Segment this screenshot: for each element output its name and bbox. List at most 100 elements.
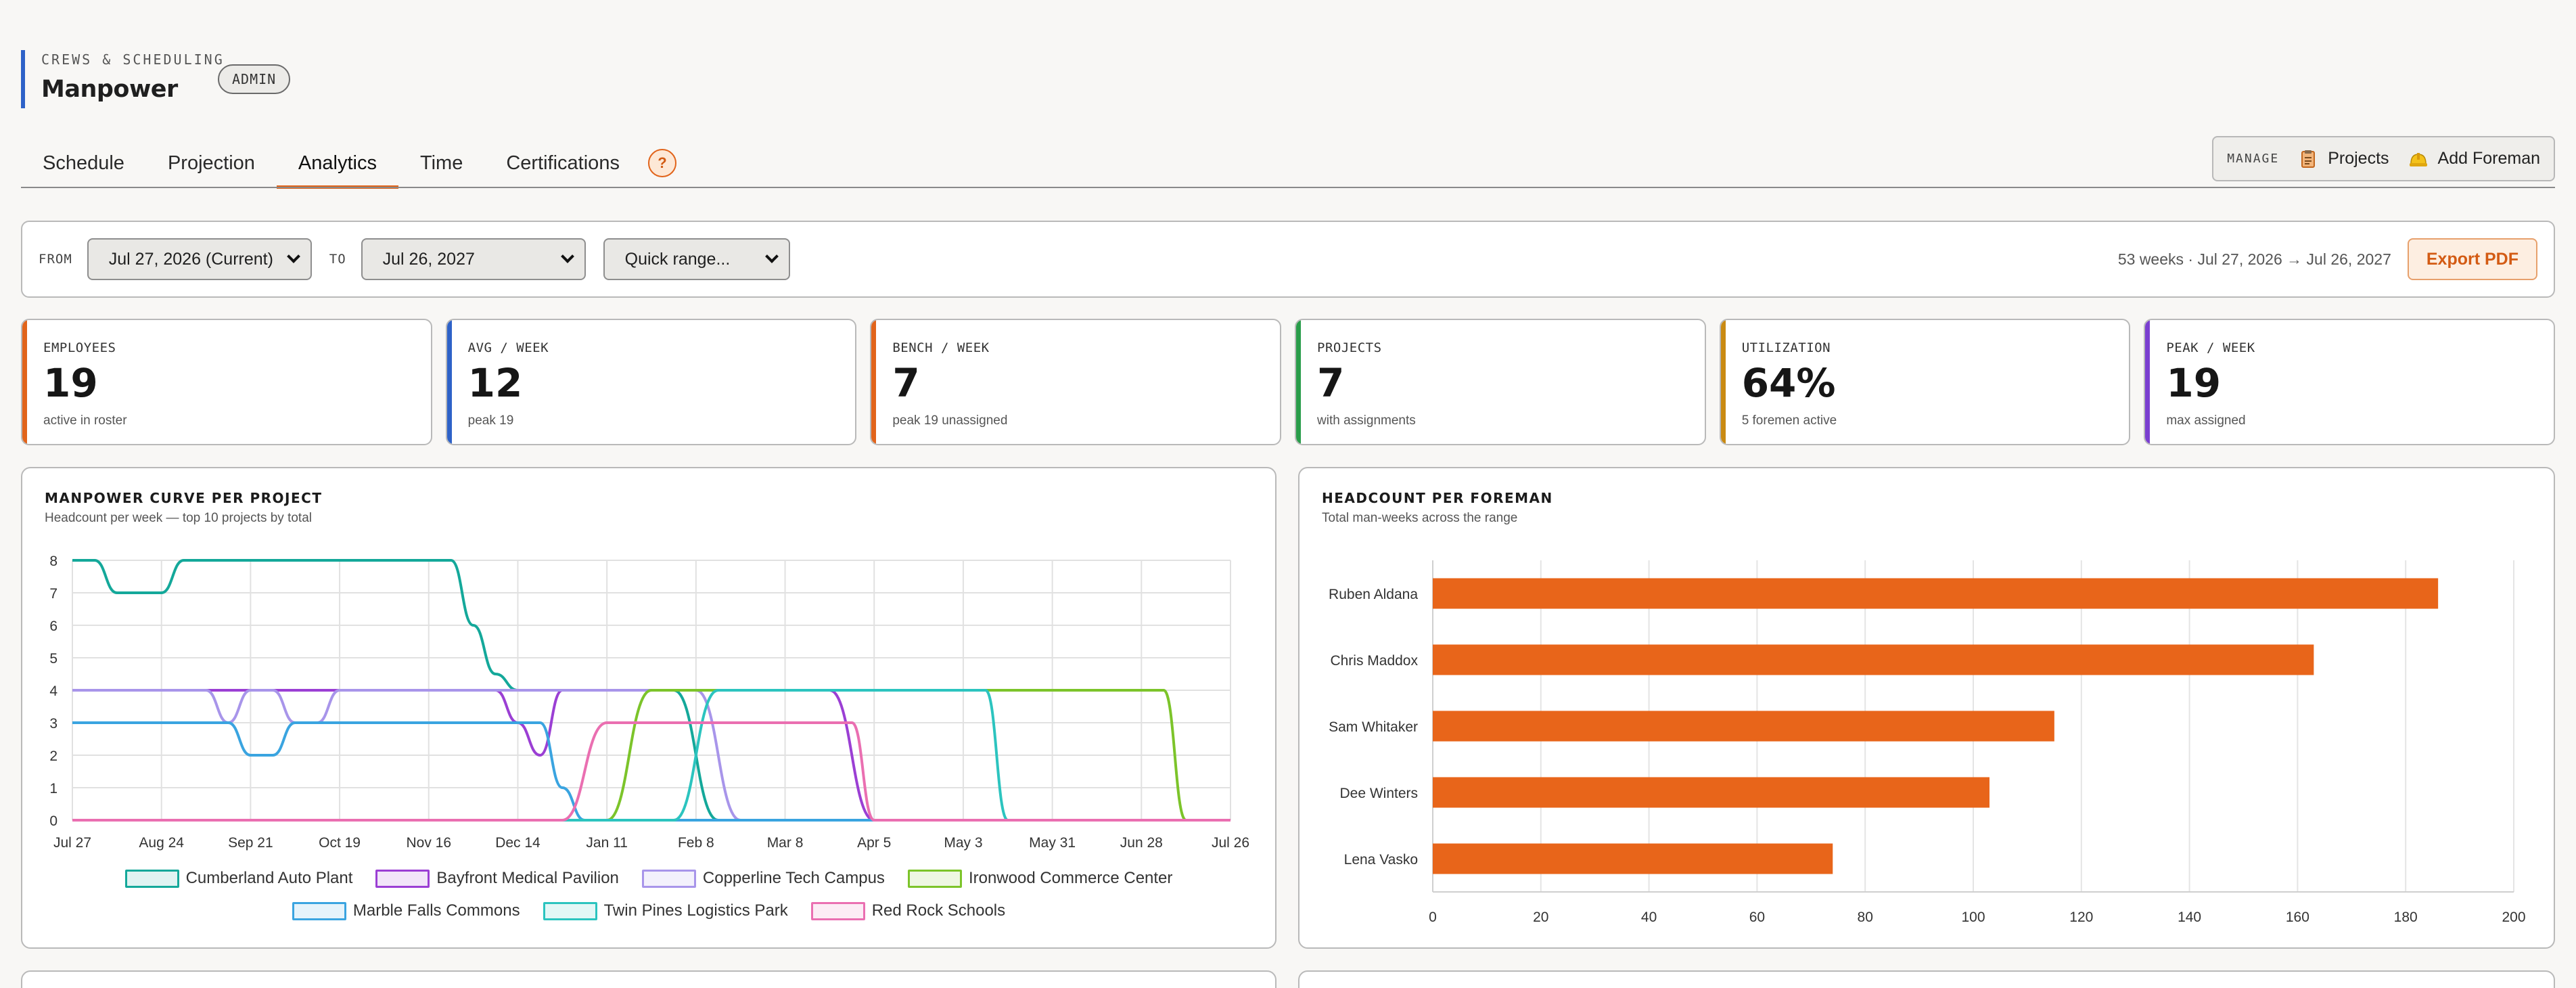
x-tick-label: Apr 5 — [857, 835, 891, 851]
legend-item[interactable]: Marble Falls Commons — [292, 901, 520, 920]
y-tick-label: 2 — [49, 748, 58, 764]
legend-label: Twin Pines Logistics Park — [603, 901, 788, 920]
projects-button[interactable]: Projects — [2298, 149, 2389, 169]
bar — [1433, 711, 2054, 742]
kpi-value: 7 — [892, 360, 920, 406]
page-title: Manpower — [41, 76, 178, 103]
help-button[interactable]: ? — [647, 149, 676, 177]
legend-item[interactable]: Ironwood Commerce Center — [907, 869, 1172, 888]
from-label: FROM — [39, 252, 72, 267]
kpi-card-peak-week: PEAK / WEEK 19 max assigned — [2144, 319, 2556, 445]
export-pdf-button[interactable]: Export PDF — [2407, 238, 2537, 280]
x-tick-label: Mar 8 — [767, 835, 804, 851]
from-date-select[interactable]: Jul 27, 2026 (Current) — [87, 238, 312, 280]
legend-item[interactable]: Red Rock Schools — [810, 901, 1005, 920]
chart-title: MANPOWER CURVE PER PROJECT — [45, 490, 323, 506]
to-date-select[interactable]: Jul 26, 2027 — [361, 238, 586, 280]
kpi-accent-bar — [1720, 320, 1726, 444]
x-tick-label: Feb 8 — [678, 835, 714, 851]
x-tick-label: Jan 11 — [586, 835, 628, 851]
y-tick-label: 0 — [49, 813, 58, 829]
kpi-caption: peak 19 unassigned — [892, 413, 1008, 428]
kpi-row: EMPLOYEES 19 active in roster AVG / WEEK… — [21, 319, 2556, 445]
x-tick-label: Jun 28 — [1120, 835, 1163, 851]
x-tick-label: 60 — [1749, 910, 1765, 925]
x-tick-label: Sep 21 — [228, 835, 273, 851]
legend-swatch — [124, 869, 179, 888]
quick-range-value: Quick range... — [624, 249, 731, 269]
headcount-foreman-panel: HEADCOUNT PER FOREMAN Total man-weeks ac… — [1298, 467, 2555, 949]
add-foreman-button[interactable]: Add Foreman — [2408, 149, 2540, 169]
tab-analytics[interactable]: Analytics — [276, 138, 399, 189]
y-tick-label: 5 — [49, 651, 58, 667]
x-tick-label: 120 — [2069, 910, 2093, 925]
kpi-caption: with assignments — [1317, 413, 1416, 428]
tab-projection[interactable]: Projection — [167, 152, 255, 174]
kpi-label: AVG / WEEK — [467, 340, 549, 355]
legend-item[interactable]: Twin Pines Logistics Park — [543, 901, 788, 920]
legend-swatch — [810, 901, 865, 920]
kpi-caption: max assigned — [2166, 413, 2246, 428]
series-line — [72, 721, 1230, 822]
legend-item[interactable]: Cumberland Auto Plant — [124, 869, 352, 888]
bottom-left-panel — [21, 970, 1276, 988]
kpi-value: 64% — [1741, 360, 1836, 406]
x-tick-label: 0 — [1429, 910, 1437, 925]
kpi-card-employees: EMPLOYEES 19 active in roster — [21, 319, 432, 445]
y-tick-label: 1 — [49, 781, 58, 796]
from-date-value: Jul 27, 2026 (Current) — [108, 249, 273, 269]
legend-item[interactable]: Bayfront Medical Pavilion — [375, 869, 619, 888]
kpi-accent-bar — [1296, 320, 1302, 444]
x-tick-label: 180 — [2394, 910, 2418, 925]
legend-swatch — [543, 901, 597, 920]
chart-legend: Cumberland Auto Plant Bayfront Medical Pa… — [22, 869, 1275, 920]
kpi-accent-bar — [446, 320, 452, 444]
kpi-label: EMPLOYEES — [43, 340, 116, 355]
bar — [1433, 777, 1990, 808]
hard-hat-icon — [2408, 149, 2429, 169]
kpi-card-bench-week: BENCH / WEEK 7 peak 19 unassigned — [870, 319, 1282, 445]
manpower-curve-panel: MANPOWER CURVE PER PROJECT Headcount per… — [21, 467, 1276, 949]
legend-item[interactable]: Copperline Tech Campus — [641, 869, 885, 888]
category-label: Lena Vasko — [1344, 852, 1418, 868]
x-tick-label: Nov 16 — [406, 835, 451, 851]
tab-certifications[interactable]: Certifications — [506, 152, 620, 174]
kpi-label: PROJECTS — [1317, 340, 1382, 355]
x-tick-label: Jul 26 — [1212, 835, 1249, 851]
chevron-down-icon — [764, 250, 779, 263]
range-summary: 53 weeks · Jul 27, 2026 → Jul 26, 2027 — [2117, 250, 2391, 268]
x-tick-label: May 3 — [944, 835, 982, 851]
x-tick-label: 200 — [2502, 910, 2525, 925]
category-label: Sam Whitaker — [1329, 719, 1418, 735]
bar — [1433, 843, 1833, 874]
kpi-value: 19 — [43, 360, 98, 406]
filter-bar: FROM Jul 27, 2026 (Current) TO Jul 26, 2… — [21, 221, 2555, 298]
tab-schedule[interactable]: Schedule — [43, 152, 124, 174]
bottom-right-panel — [1298, 970, 2555, 988]
chart-subtitle: Headcount per week — top 10 projects by … — [45, 511, 313, 525]
tab-time[interactable]: Time — [419, 152, 463, 174]
manage-label: MANAGE — [2227, 152, 2280, 166]
series-line — [72, 721, 1230, 822]
kpi-card-projects: PROJECTS 7 with assignments — [1295, 319, 1706, 445]
x-tick-label: Jul 27 — [53, 835, 91, 851]
x-tick-label: May 31 — [1029, 835, 1076, 851]
legend-swatch — [641, 869, 696, 888]
kpi-card-avg-week: AVG / WEEK 12 peak 19 — [445, 319, 857, 445]
quick-range-select[interactable]: Quick range... — [603, 238, 790, 280]
legend-swatch — [375, 869, 430, 888]
category-label: Chris Maddox — [1330, 653, 1418, 669]
chevron-down-icon — [286, 250, 300, 263]
kpi-accent-bar — [871, 320, 877, 444]
category-label: Dee Winters — [1339, 786, 1418, 801]
x-tick-label: 140 — [2178, 910, 2201, 925]
x-tick-label: 100 — [1961, 910, 1985, 925]
y-tick-label: 8 — [49, 554, 58, 569]
kpi-value: 7 — [1317, 360, 1345, 406]
x-tick-label: Dec 14 — [495, 835, 540, 851]
x-tick-label: Oct 19 — [319, 835, 361, 851]
tab-divider — [21, 187, 2555, 188]
y-tick-label: 4 — [49, 683, 58, 699]
admin-badge: ADMIN — [218, 64, 291, 94]
to-label: TO — [329, 252, 346, 267]
